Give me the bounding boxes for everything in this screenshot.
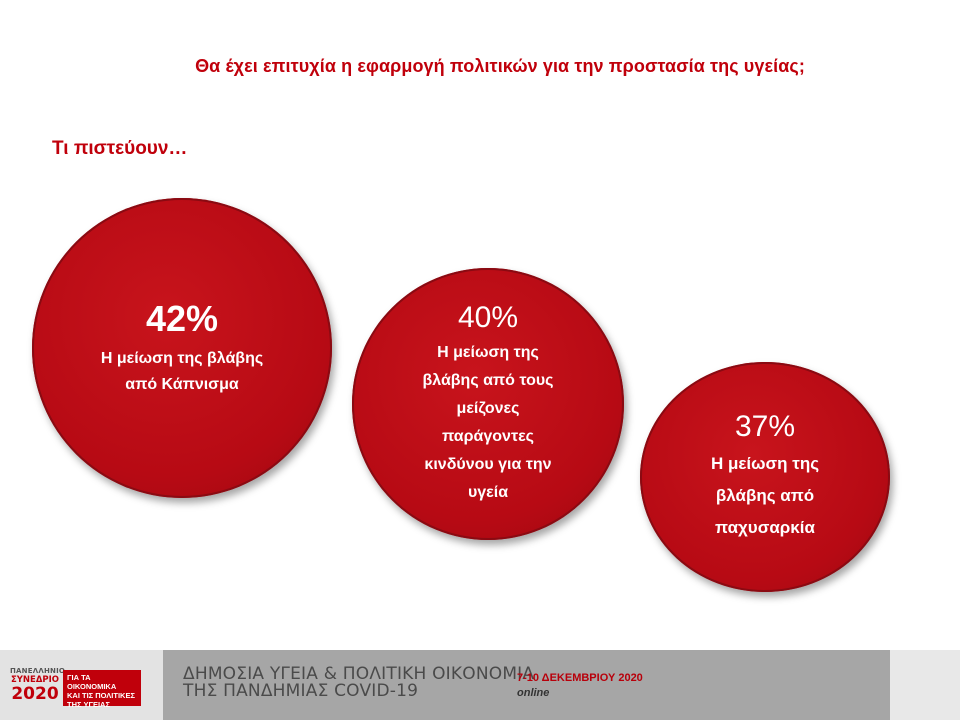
bubble-obesity: 37% Η μείωση της βλάβης από παχυσαρκία: [640, 362, 890, 592]
conference-logo: ΠΑΝΕΛΛΗΝΙΟ ΣΥΝΕΔΡΙΟ 2020: [10, 667, 66, 704]
bubble-major-risk-factors: 40% Η μείωση της βλάβης από τους μείζονε…: [352, 268, 624, 540]
slide-subtitle: Τι πιστεύουν…: [52, 138, 188, 159]
footer-band: ΔΗΜΟΣΙΑ ΥΓΕΙΑ & ΠΟΛΙΤΙΚΗ ΟΙΚΟΝΟΜΙΑ ΤΗΣ Π…: [163, 650, 890, 720]
footer-banner: ΠΑΝΕΛΛΗΝΙΟ ΣΥΝΕΔΡΙΟ 2020 ΓΙΑ ΤΑ ΟΙΚΟΝΟΜΙ…: [0, 650, 960, 720]
bubble-label-line: Η μείωση της βλάβης: [100, 350, 264, 367]
bubble-value: 40%: [457, 301, 519, 334]
bubble-label-line: μείζονες: [456, 400, 520, 417]
bubble-label-line: υγεία: [467, 484, 509, 501]
bubble-label-line: κινδύνου για την: [424, 456, 552, 473]
conference-title-line: ΔΗΜΟΣΙΑ ΥΓΕΙΑ & ΠΟΛΙΤΙΚΗ ΟΙΚΟΝΟΜΙΑ: [183, 664, 535, 684]
conference-dates: 7-10 ΔΕΚΕΜΒΡΙΟΥ 2020: [517, 672, 643, 684]
bubble-value: 42%: [145, 298, 219, 339]
conference-mode: online: [517, 687, 550, 699]
footer-corner: [890, 650, 960, 720]
bubble-label-line: παράγοντες: [442, 428, 534, 445]
logo-box-line: ΓΙΑ ΤΑ ΟΙΚΟΝΟΜΙΚΑ: [67, 673, 117, 691]
logo-line: ΠΑΝΕΛΛΗΝΙΟ: [10, 667, 66, 675]
logo-year: 2020: [11, 684, 59, 704]
bubble-label-line: Η μείωση της: [437, 344, 539, 361]
conference-title-line: ΤΗΣ ΠΑΝΔΗΜΙΑΣ COVID-19: [183, 681, 419, 701]
logo-box-line: ΤΗΣ ΥΓΕΙΑΣ: [67, 700, 110, 709]
logo-box-line: ΚΑΙ ΤΙΣ ΠΟΛΙΤΙΚΕΣ: [67, 691, 135, 700]
logo-line: ΣΥΝΕΔΡΙΟ: [10, 675, 60, 685]
bubble-label-line: από Κάπνισμα: [125, 376, 239, 393]
bubble-label-line: βλάβης από τους: [422, 372, 554, 389]
bubble-smoking: 42% Η μείωση της βλάβης από Κάπνισμα: [32, 198, 332, 498]
conference-title: ΔΗΜΟΣΙΑ ΥΓΕΙΑ & ΠΟΛΙΤΙΚΗ ΟΙΚΟΝΟΜΙΑ ΤΗΣ Π…: [183, 666, 534, 700]
bubble-label-line: παχυσαρκία: [715, 518, 815, 537]
bubble-label-line: Η μείωση της: [710, 454, 820, 473]
bubble-label-line: βλάβης από: [715, 486, 815, 505]
slide-title: Θα έχει επιτυχία η εφαρμογή πολιτικών γι…: [195, 56, 805, 76]
logo-box: ΓΙΑ ΤΑ ΟΙΚΟΝΟΜΙΚΑ ΚΑΙ ΤΙΣ ΠΟΛΙΤΙΚΕΣ ΤΗΣ …: [63, 670, 141, 709]
bubble-value: 37%: [734, 410, 796, 443]
